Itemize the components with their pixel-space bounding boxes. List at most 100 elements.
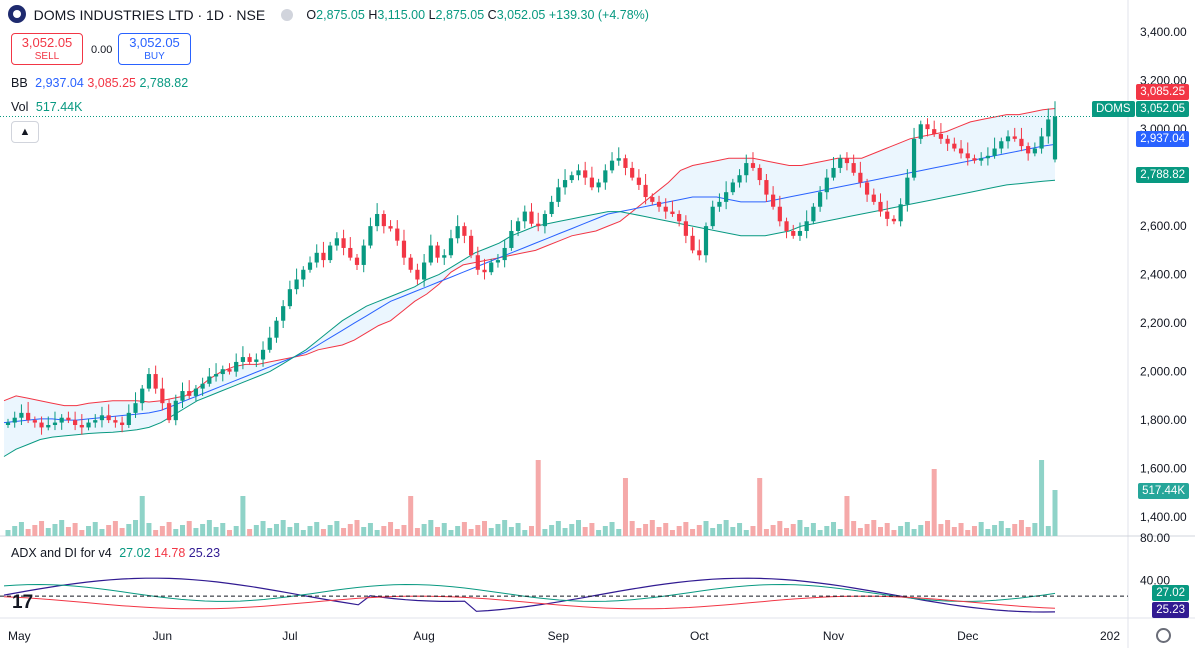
volume-bar: [636, 528, 642, 536]
volume-bar: [441, 523, 447, 536]
volume-bar: [790, 524, 796, 536]
volume-bar: [294, 523, 300, 536]
volume-bar: [374, 530, 380, 536]
volume-bar: [951, 527, 957, 536]
candle-body: [26, 412, 31, 421]
candle-body: [952, 143, 957, 149]
volume-bar: [247, 529, 253, 536]
candle-body: [509, 230, 514, 248]
symbol-title[interactable]: DOMS INDUSTRIES LTD · 1D · NSE: [33, 7, 266, 23]
volume-bar: [200, 524, 206, 536]
y-tick-label: 3,400.00: [1140, 25, 1187, 39]
volume-bar: [522, 530, 528, 536]
volume-bar: [582, 527, 588, 536]
volume-bar: [710, 528, 716, 536]
volume-bar: [455, 526, 461, 536]
y-tick-label: 2,000.00: [1140, 365, 1187, 379]
volume-bar: [468, 529, 474, 536]
volume-bar: [461, 522, 467, 536]
candle-body: [536, 223, 541, 227]
volume-bar: [273, 524, 279, 536]
volume-bar: [918, 525, 924, 536]
volume-bar: [757, 478, 763, 536]
candle-body: [73, 420, 78, 425]
x-tick-label: Nov: [823, 629, 844, 643]
candle-body: [153, 374, 158, 389]
volume-bar: [904, 522, 910, 536]
y-tick-label: 2,200.00: [1140, 316, 1187, 330]
volume-bar: [186, 521, 192, 536]
adx-legend[interactable]: ADX and DI for v4 27.02 14.78 25.23: [11, 546, 221, 560]
candle-body: [556, 187, 561, 202]
candle-body: [885, 211, 890, 219]
volume-bar: [669, 530, 675, 536]
volume-bar: [958, 523, 964, 536]
candle-body: [287, 289, 292, 307]
volume-bar: [92, 522, 98, 536]
volume-bar: [622, 478, 628, 536]
volume-bar: [824, 526, 830, 536]
open-value: 2,875.05: [316, 8, 365, 22]
last-price-label: 3,052.05: [1136, 101, 1189, 117]
volume-bar: [1045, 526, 1051, 536]
ohlc-readout: O2,875.05 H3,115.00 L2,875.05 C3,052.05 …: [306, 8, 649, 22]
candle-body: [247, 357, 252, 362]
candle-body: [965, 153, 970, 159]
candle-body: [435, 245, 440, 258]
settings-gear-icon[interactable]: [1156, 628, 1171, 643]
candle-body: [784, 221, 789, 231]
volume-bar: [542, 529, 548, 536]
volume-bar: [931, 469, 937, 536]
bb-lower-value: 2,788.82: [139, 76, 189, 90]
y-tick-label: 1,600.00: [1140, 462, 1187, 476]
volume-bar: [676, 526, 682, 536]
volume-bar: [784, 528, 790, 536]
candle-body: [274, 320, 279, 338]
volume-bar: [193, 528, 199, 536]
candle-body: [932, 129, 937, 134]
sell-button[interactable]: 3,052.05 SELL: [11, 33, 83, 65]
volume-bar: [535, 460, 541, 536]
upper-band-label: 3,085.25: [1136, 84, 1189, 100]
volume-bar: [649, 520, 655, 536]
volume-bar: [938, 524, 944, 536]
candle-body: [771, 194, 776, 207]
lower-band-label: 2,788.82: [1136, 167, 1189, 183]
volume-bar: [549, 525, 555, 536]
candle-body: [46, 424, 51, 428]
candle-body: [93, 420, 98, 423]
candle-body: [12, 417, 17, 423]
candle-body: [529, 211, 534, 224]
bb-legend[interactable]: BB 2,937.04 3,085.25 2,788.82: [11, 76, 189, 90]
close-value: 3,052.05: [496, 8, 546, 22]
volume-bar: [119, 528, 125, 536]
volume-bar: [857, 528, 863, 536]
candle-body: [99, 415, 105, 421]
candle-body: [650, 197, 655, 202]
candle-body: [442, 255, 447, 258]
volume-bar: [810, 523, 816, 536]
buy-button[interactable]: 3,052.05 BUY: [118, 33, 191, 65]
volume-bar: [837, 529, 843, 536]
candle-body: [260, 349, 266, 360]
volume-bar: [475, 525, 481, 536]
candle-body: [462, 226, 467, 236]
candle-body: [1012, 136, 1017, 139]
chevron-up-icon[interactable]: ▲: [11, 121, 39, 143]
volume-bar: [891, 530, 897, 536]
vol-legend[interactable]: Vol 517.44K: [11, 100, 83, 114]
candle-body: [368, 226, 373, 246]
candle-body: [979, 158, 984, 161]
basis-label: 2,937.04: [1136, 131, 1189, 147]
visibility-icon[interactable]: [280, 9, 293, 21]
volume-bar: [233, 526, 239, 536]
candle-body: [200, 383, 205, 389]
volume-bar: [334, 521, 340, 536]
volume-bar: [656, 527, 662, 536]
volume-bar: [844, 496, 850, 536]
volume-bar: [575, 520, 581, 536]
volume-bar: [126, 524, 132, 536]
volume-bar: [59, 520, 65, 536]
